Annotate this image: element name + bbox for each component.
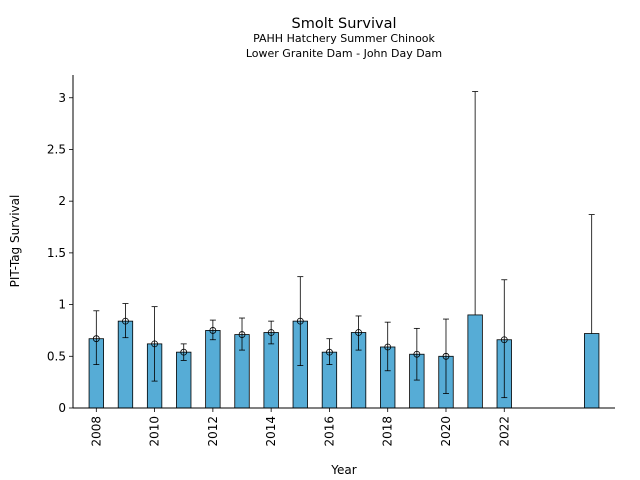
- point-2011: [180, 348, 188, 356]
- point-2009: [122, 317, 129, 325]
- point-2017: [355, 329, 362, 336]
- point-2022: [500, 336, 508, 344]
- point-2014: [267, 329, 275, 336]
- y-tick-label: 0: [58, 401, 66, 415]
- chart-subtitle-line-2: Lower Granite Dam - John Day Dam: [246, 47, 442, 60]
- y-tick-label: 3: [58, 91, 66, 105]
- x-tick-label: 2010: [148, 416, 162, 447]
- point-2012: [209, 327, 217, 334]
- point-2016: [326, 348, 333, 356]
- bar-2012: [205, 330, 221, 409]
- error-bars: [93, 91, 595, 399]
- axes: [72, 75, 615, 409]
- y-tick-label: 1: [58, 298, 66, 312]
- y-axis-ticks: 0 0.5 1 1.5 2 2.5 3: [47, 91, 73, 415]
- bar-2021: [467, 314, 483, 409]
- point-2019: [413, 350, 421, 358]
- x-tick-label: 2012: [206, 416, 220, 447]
- point-2020: [442, 352, 450, 360]
- x-tick-label: 2008: [89, 416, 103, 447]
- bar-2025: [584, 333, 600, 409]
- point-markers: [92, 317, 508, 360]
- point-2008: [92, 335, 100, 343]
- y-tick-label: 1.5: [47, 246, 66, 260]
- y-tick-label: 0.5: [47, 349, 66, 363]
- y-axis-label: PIT-Tag Survival: [8, 195, 22, 288]
- chart-title: Smolt Survival: [292, 16, 397, 32]
- bar-series: [88, 314, 600, 409]
- x-axis-label: Year: [330, 463, 356, 477]
- point-2013: [238, 331, 246, 338]
- x-axis-ticks: 2008 2010 2012 2014 2016 2018 2020 2022: [89, 408, 511, 447]
- y-tick-label: 2: [58, 194, 66, 208]
- point-2018: [384, 343, 392, 351]
- point-2015: [296, 317, 304, 325]
- chart-titles: Smolt Survival PAHH Hatchery Summer Chin…: [246, 16, 442, 60]
- chart-subtitle-line-1: PAHH Hatchery Summer Chinook: [253, 32, 435, 45]
- x-tick-label: 2016: [322, 416, 336, 447]
- point-2010: [151, 340, 158, 348]
- x-tick-label: 2022: [497, 416, 511, 447]
- x-tick-label: 2014: [264, 416, 278, 447]
- x-tick-label: 2018: [381, 416, 395, 447]
- y-tick-label: 2.5: [47, 142, 66, 156]
- x-tick-label: 2020: [439, 416, 453, 447]
